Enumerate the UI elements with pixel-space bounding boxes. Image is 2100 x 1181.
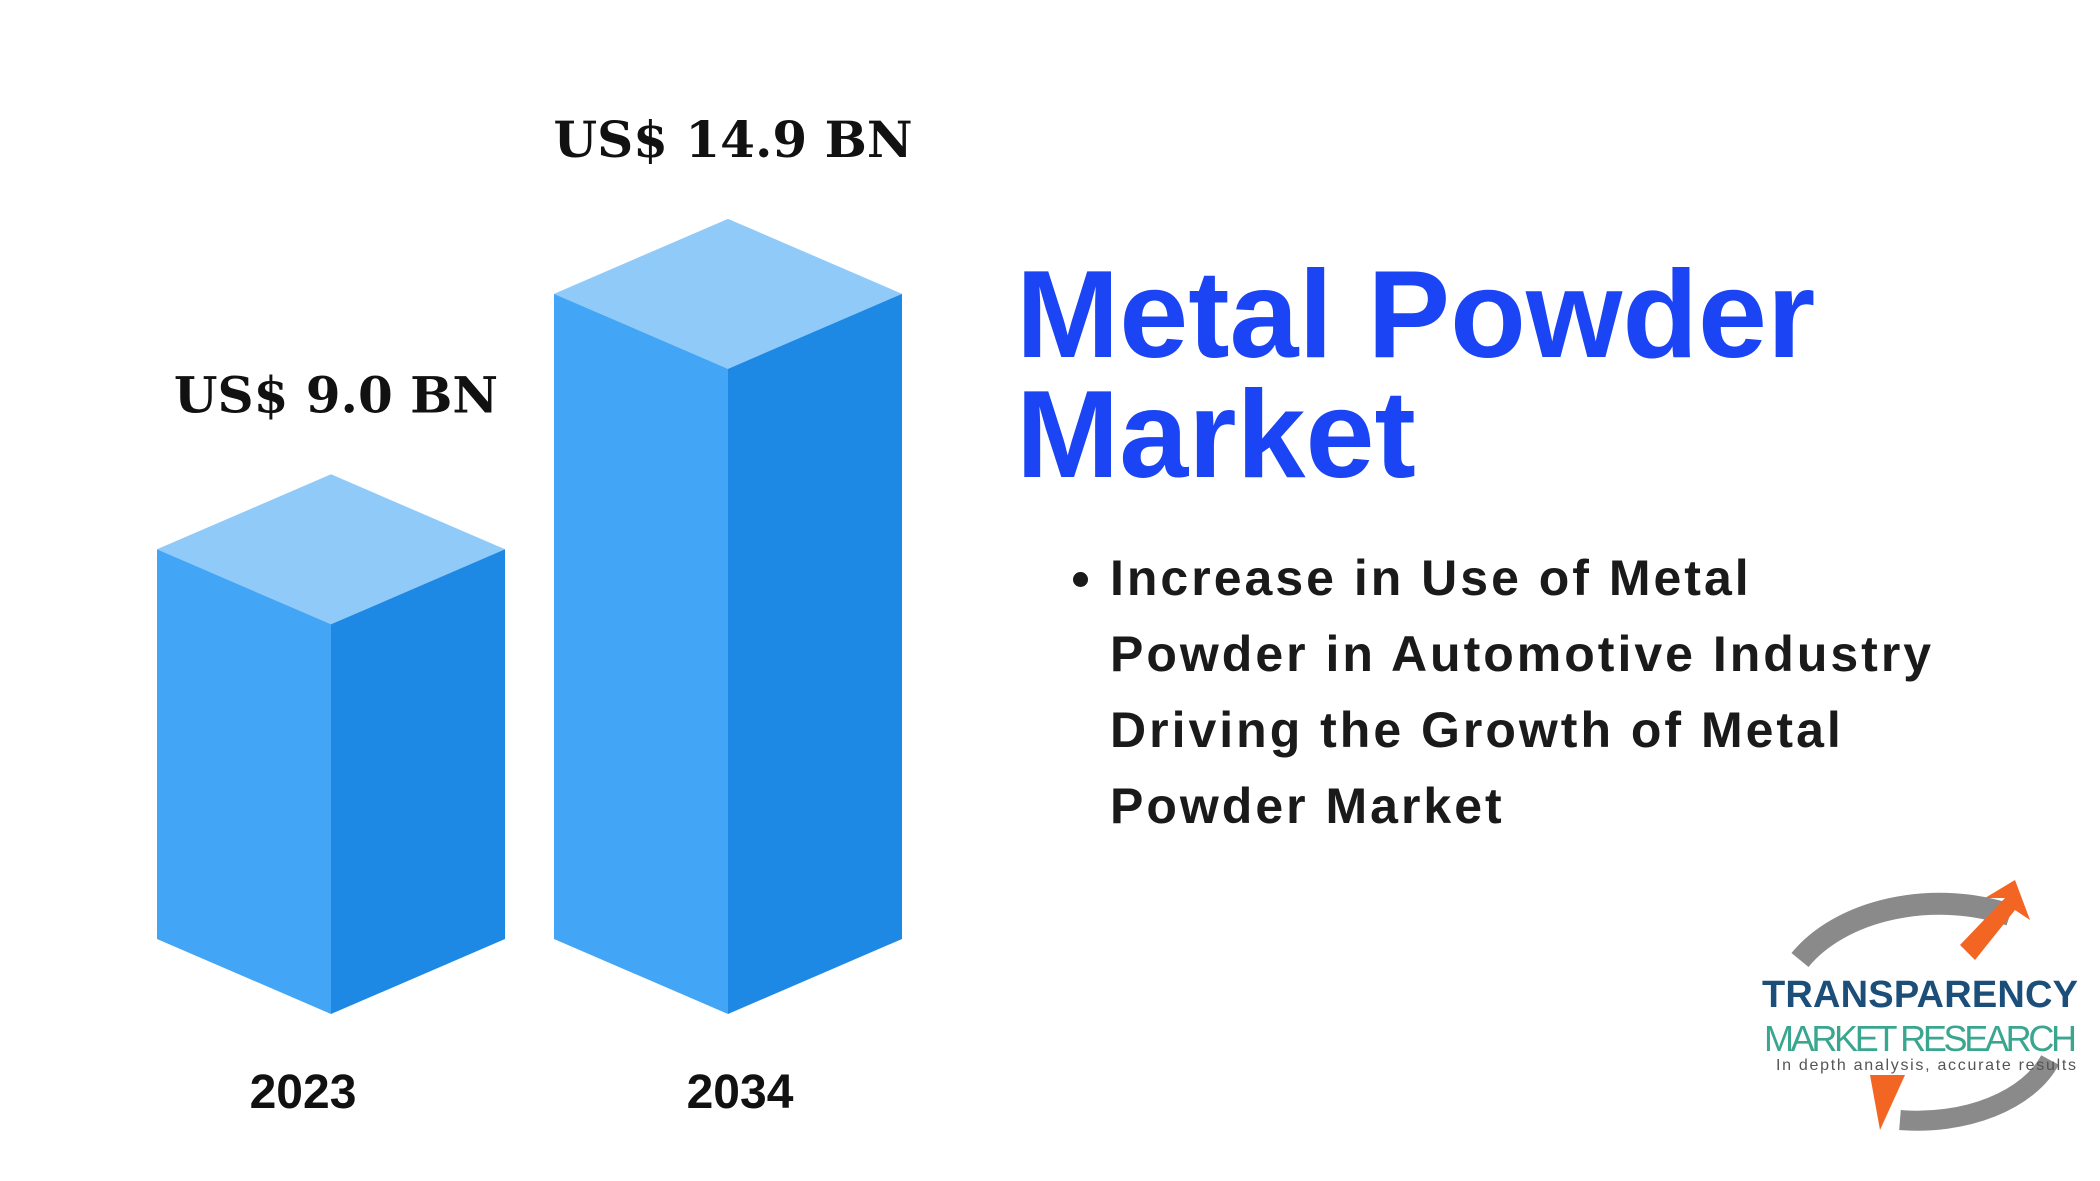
bar-side <box>728 293 902 1015</box>
logo-tagline: In depth analysis, accurate results <box>1776 1057 2076 1074</box>
chart-title: Metal Powder Market <box>1016 246 1816 504</box>
logo-arc <box>1791 892 2014 968</box>
bar-side <box>331 549 505 1014</box>
x-tick-label: 2023 <box>250 1066 357 1119</box>
x-tick-label: 2034 <box>687 1066 794 1119</box>
bullet-list: Increase in Use of Metal Powder in Autom… <box>1060 540 1960 844</box>
bar <box>554 293 728 1015</box>
logo-name: TRANSPARENCY <box>1762 974 2078 1016</box>
value-label: US$ 14.9 BN <box>553 110 912 169</box>
bar <box>157 549 331 1014</box>
logo-arrow <box>1960 880 2030 960</box>
logo-arc <box>1899 1054 2059 1131</box>
logo: TRANSPARENCY MARKET RESEARCH In depth an… <box>1762 880 2078 1131</box>
logo-subtitle: MARKET RESEARCH <box>1764 1018 2078 1059</box>
bullet: Increase in Use of Metal Powder in Autom… <box>1110 540 1960 844</box>
logo-arrow <box>1870 1075 1905 1130</box>
value-label: US$ 9.0 BN <box>174 365 498 424</box>
